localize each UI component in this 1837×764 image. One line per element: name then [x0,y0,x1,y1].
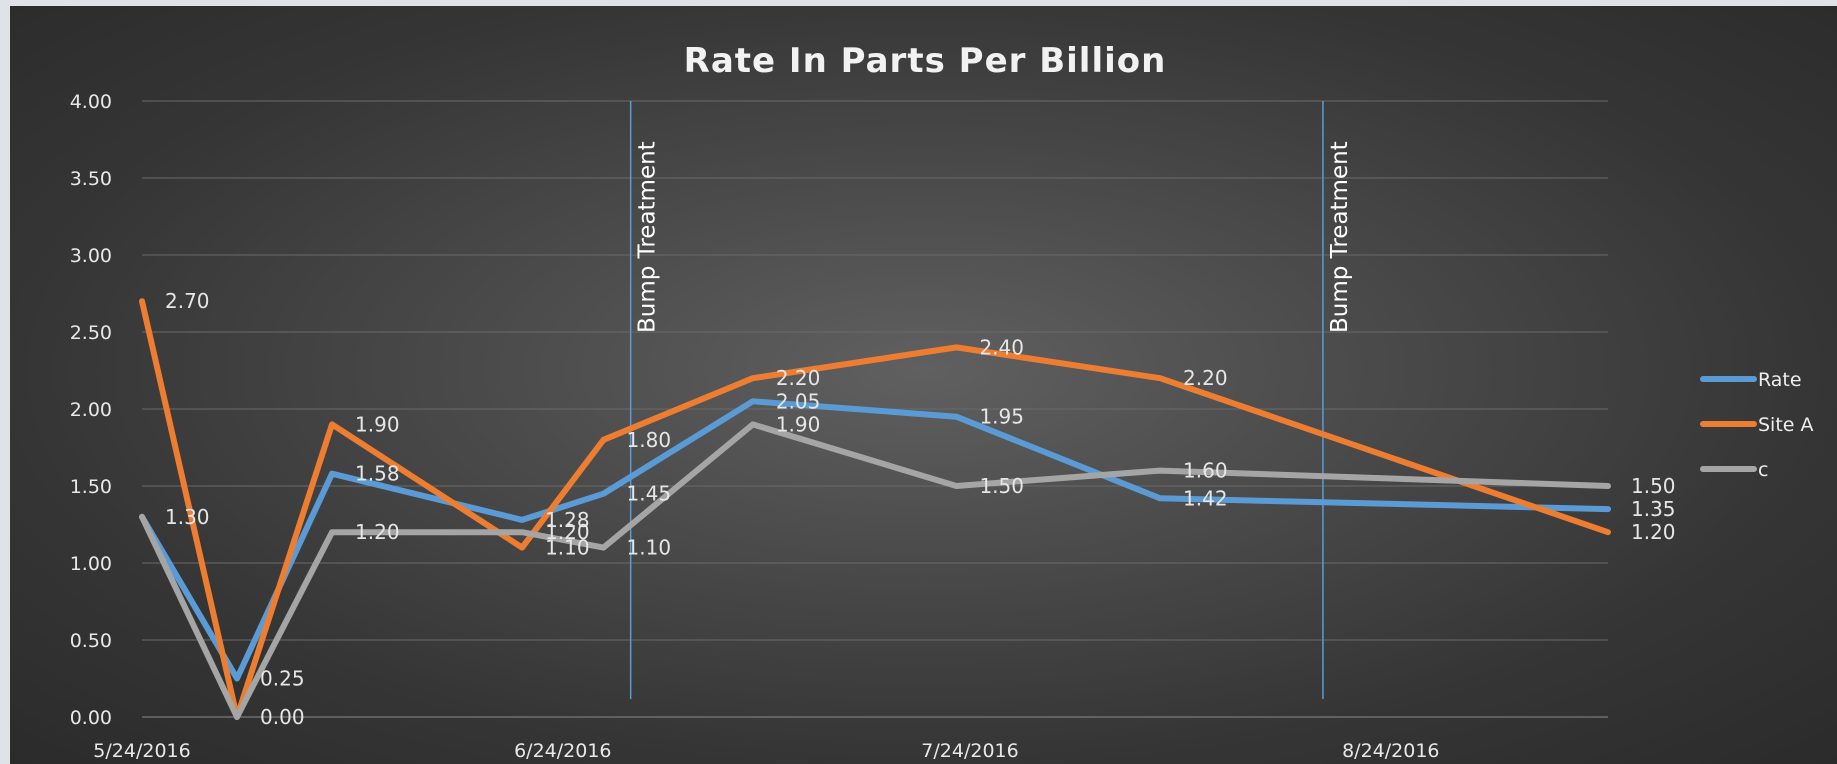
y-tick-label: 3.50 [70,168,112,190]
data-label: 1.50 [1631,474,1676,498]
legend-label: Rate [1758,369,1802,391]
x-tick-label: 7/24/2016 [921,740,1018,762]
y-tick-label: 3.00 [70,245,112,267]
legend-label: Site A [1758,414,1814,436]
data-label: 1.20 [1631,520,1676,544]
legend-label: c [1758,459,1768,481]
data-label: 0.25 [260,667,305,691]
y-tick-label: 1.50 [70,476,112,498]
y-tick-label: 2.00 [70,399,112,421]
x-tick-label: 8/24/2016 [1342,740,1439,762]
data-label: 1.60 [1183,459,1228,483]
data-label: 2.40 [979,335,1024,359]
y-tick-label: 4.00 [70,91,112,113]
x-tick-label: 6/24/2016 [514,740,611,762]
data-label: 1.35 [1631,497,1676,521]
treatment-label: Bump Treatment [635,141,661,333]
data-label: 2.05 [776,389,821,413]
data-label: 1.50 [979,474,1024,498]
y-tick-label: 0.50 [70,630,112,652]
data-label: 1.45 [627,482,672,506]
series-line-site-a [139,298,1611,720]
data-label: 1.10 [545,536,590,560]
y-tick-label: 1.00 [70,553,112,575]
data-label: 1.30 [165,505,210,529]
data-label: 2.20 [1183,366,1228,390]
data-label: 1.95 [979,405,1024,429]
line-chart: Rate In Parts Per Billion Bump Treatment… [70,41,1814,762]
data-label: 1.90 [776,412,821,436]
data-label: 2.20 [776,366,821,390]
y-tick-label: 2.50 [70,322,112,344]
x-tick-label: 5/24/2016 [93,740,190,762]
data-label: 1.10 [627,536,672,560]
chart-area: Rate In Parts Per Billion Bump Treatment… [10,6,1837,764]
data-label: 2.70 [165,289,210,313]
y-tick-label: 0.00 [70,707,112,729]
data-label: 1.80 [627,428,672,452]
chart-title: Rate In Parts Per Billion [684,41,1167,81]
data-label: 1.42 [1183,486,1228,510]
data-label: 0.00 [260,705,305,729]
series-line-c [139,421,1611,720]
data-label: 1.58 [355,462,400,486]
data-label: 1.90 [355,412,400,436]
data-label: 1.20 [355,520,400,544]
treatment-label: Bump Treatment [1327,141,1353,333]
data-label: 1.28 [545,508,590,532]
data-label: 1.20 [545,520,590,544]
